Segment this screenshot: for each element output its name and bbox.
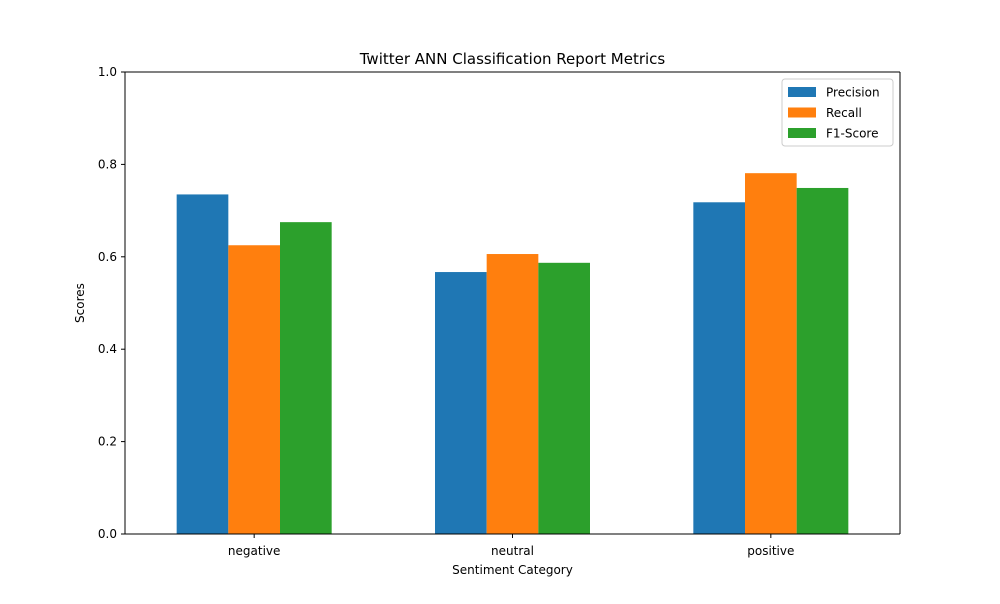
x-axis-ticks: negative neutral positive: [228, 534, 794, 558]
bar-recall-negative: [228, 245, 280, 534]
legend-swatch: [788, 107, 816, 118]
y-tick-label: 1.0: [98, 65, 117, 79]
bar-f1-score-neutral: [538, 262, 590, 534]
x-tick-label: negative: [228, 544, 280, 558]
y-tick-label: 0.0: [98, 527, 117, 541]
x-axis-label: Sentiment Category: [452, 563, 573, 577]
legend-label: Precision: [826, 86, 880, 100]
y-axis-ticks: 0.0 0.2 0.4 0.6 0.8 1.0: [98, 65, 125, 541]
bar-precision-negative: [176, 194, 229, 534]
legend-swatch: [788, 87, 816, 97]
bar-f1-score-positive: [796, 187, 849, 534]
bar-recall-neutral: [486, 254, 539, 534]
y-tick-label: 0.2: [98, 435, 117, 449]
legend-label: Recall: [826, 106, 862, 120]
y-tick-label: 0.8: [98, 157, 117, 171]
y-axis-label: Scores: [73, 283, 87, 323]
legend-label: F1-Score: [826, 127, 878, 141]
x-tick-label: neutral: [491, 544, 534, 558]
bar-precision-neutral: [435, 272, 487, 534]
bar-f1-score-negative: [280, 222, 332, 534]
y-tick-label: 0.6: [98, 250, 117, 264]
legend-swatch: [788, 128, 816, 138]
bar-recall-positive: [745, 173, 797, 535]
legend: Precision Recall F1-Score: [781, 78, 894, 147]
y-tick-label: 0.4: [98, 342, 117, 356]
bar-precision-positive: [693, 202, 745, 534]
chart-title: Twitter ANN Classification Report Metric…: [359, 50, 666, 68]
x-tick-label: positive: [747, 544, 794, 558]
bars-group: [176, 173, 849, 535]
